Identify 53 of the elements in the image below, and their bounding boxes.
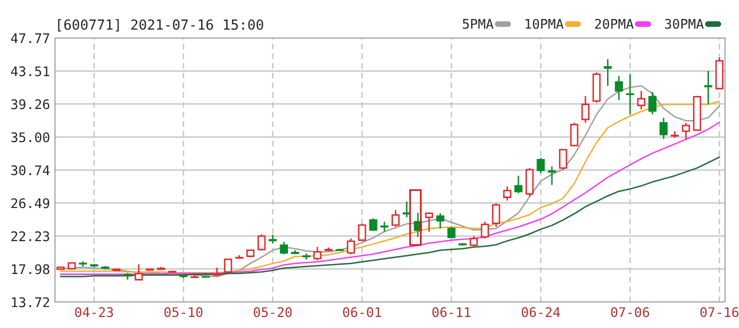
y-tick-label: 30.74 bbox=[11, 165, 50, 176]
x-tick-label: 06-11 bbox=[432, 307, 470, 318]
y-tick-label: 17.98 bbox=[12, 264, 50, 274]
candlestick bbox=[682, 122, 690, 140]
candlestick bbox=[559, 148, 568, 170]
y-tick-label: 35.00 bbox=[11, 132, 50, 142]
candlestick bbox=[648, 91, 656, 116]
y-tick-label: 47.77 bbox=[11, 33, 50, 44]
candlestick bbox=[313, 246, 322, 261]
candlestick bbox=[614, 75, 623, 101]
candlestick bbox=[369, 218, 378, 232]
candlestick bbox=[258, 234, 266, 252]
candlestick bbox=[570, 122, 578, 148]
legend-label: 10PMA bbox=[526, 18, 564, 29]
candlestick bbox=[581, 95, 590, 124]
candlestick bbox=[447, 226, 456, 238]
x-tick-label: 07-16 bbox=[700, 307, 738, 318]
x-tick-label: 06-24 bbox=[522, 307, 560, 318]
y-tick-label: 13.72 bbox=[12, 297, 50, 308]
candlestick bbox=[514, 175, 522, 194]
candlestick bbox=[536, 157, 545, 174]
candlestick bbox=[548, 166, 556, 186]
candlestick bbox=[358, 223, 366, 242]
legend-label: 20PMA bbox=[595, 18, 634, 29]
y-tick-label: 26.49 bbox=[11, 198, 50, 208]
candlestick bbox=[637, 90, 646, 110]
candlestick bbox=[380, 221, 388, 232]
candlestick bbox=[704, 70, 712, 106]
y-tick-label: 22.23 bbox=[11, 231, 50, 242]
candlestick bbox=[392, 209, 400, 228]
y-tick-label: 43.51 bbox=[11, 66, 50, 76]
candlestick bbox=[604, 58, 612, 87]
x-tick-label: 06-01 bbox=[343, 307, 382, 318]
candlestick bbox=[492, 202, 500, 228]
legend-label: 30PMA bbox=[665, 18, 704, 29]
y-tick-label: 39.26 bbox=[11, 99, 50, 110]
candlestick bbox=[346, 238, 355, 255]
candlestick bbox=[436, 212, 444, 230]
candlestick bbox=[503, 186, 512, 202]
x-tick-label: 07-06 bbox=[611, 307, 650, 318]
candlestick bbox=[402, 200, 411, 218]
x-tick-label: 04-23 bbox=[75, 307, 113, 318]
x-tick-label: 05-20 bbox=[254, 307, 292, 318]
legend-label: 5PMA bbox=[462, 19, 494, 29]
chart-title: [600771] 2021-07-16 15:00 bbox=[58, 19, 264, 32]
candlestick bbox=[224, 258, 232, 274]
x-tick-label: 05-10 bbox=[164, 307, 202, 318]
candlestick bbox=[280, 241, 288, 255]
candlestick bbox=[660, 117, 668, 140]
candlestick bbox=[480, 221, 489, 240]
candlestick bbox=[425, 212, 434, 232]
candlestick bbox=[134, 264, 143, 282]
candlestick bbox=[626, 74, 634, 116]
